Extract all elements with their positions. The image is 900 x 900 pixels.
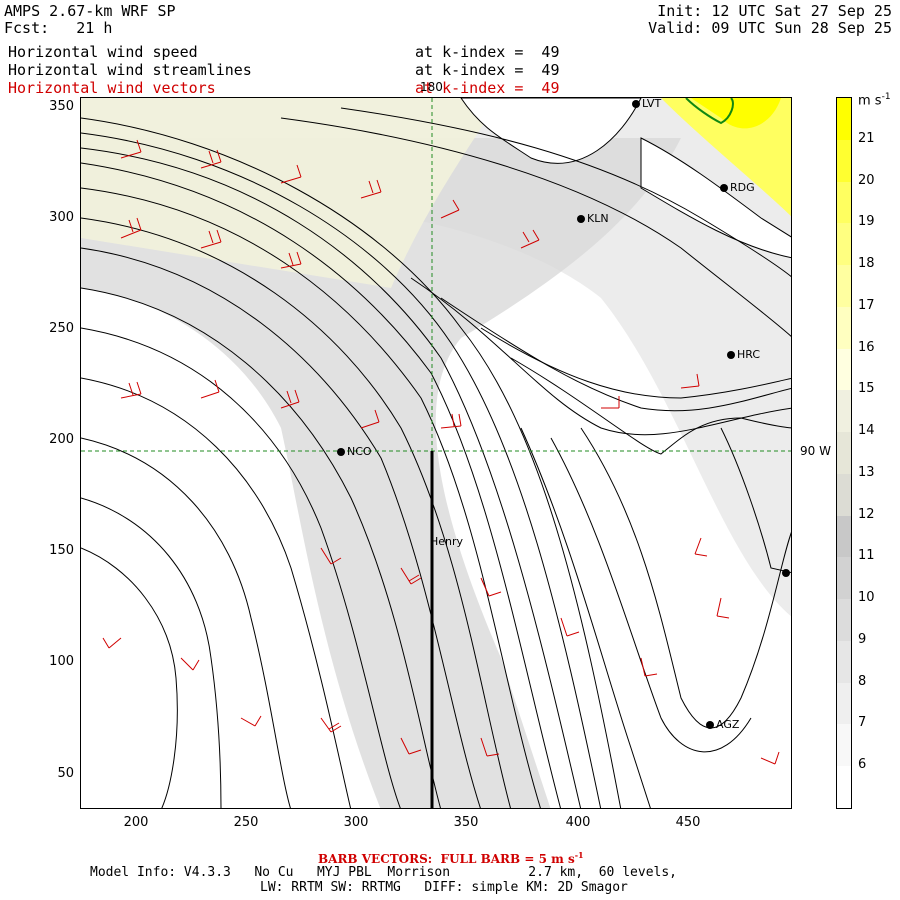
station-rdg: RDG <box>720 181 755 194</box>
land-patch-north <box>460 98 642 164</box>
x-tick-label: 350 <box>453 815 479 830</box>
coastline-green <box>685 98 734 125</box>
colorbar-segment <box>837 682 851 725</box>
colorbar-label: 16 <box>858 339 875 355</box>
colorbar-segment <box>837 139 851 182</box>
station-agz: AGZ <box>706 718 739 731</box>
station-marker-icon <box>577 215 585 223</box>
station-marker-icon <box>706 721 714 729</box>
y-tick-label: 350 <box>49 99 74 114</box>
colorbar-label: 10 <box>858 590 875 606</box>
station-nco: NCO <box>337 445 372 458</box>
colorbar-segment <box>837 306 851 350</box>
station-kln: KLN <box>577 212 609 225</box>
map-canvas <box>81 98 791 808</box>
station-marker-icon <box>632 100 640 108</box>
calm-center <box>81 418 311 808</box>
colorbar-label: 12 <box>858 506 875 522</box>
wind-barbs <box>102 139 780 765</box>
grid-label-lat: 90 W <box>800 444 831 458</box>
grid-label-lon: 180 <box>420 80 443 94</box>
station-henry: Henry <box>430 535 464 548</box>
colorbar-segment <box>837 348 851 391</box>
model-info: Model Info: V4.3.3 No Cu MYJ PBL Morriso… <box>90 865 677 880</box>
station-marker-icon <box>727 351 735 359</box>
station-marker-icon <box>720 184 728 192</box>
y-tick-label: 150 <box>49 543 74 558</box>
x-tick-label: 450 <box>675 815 701 830</box>
colorbar-label: 7 <box>858 715 867 731</box>
colorbar-label: 8 <box>858 673 867 689</box>
colorbar-segment <box>837 599 851 642</box>
x-tick-label: 300 <box>343 815 369 830</box>
colorbar-segment <box>837 766 851 809</box>
station-east-edge <box>782 566 792 579</box>
x-tick-label: 250 <box>233 815 259 830</box>
speed-band-max-core <box>691 98 781 129</box>
colorbar-label: 15 <box>858 381 875 397</box>
speed-band-strong <box>81 98 501 288</box>
forecast-hour: Fcst: 21 h <box>4 19 113 37</box>
colorbar-segment <box>837 515 851 558</box>
speed-band-mid <box>81 138 681 808</box>
colorbar-label: 17 <box>858 297 875 313</box>
colorbar-label: 9 <box>858 631 867 647</box>
colorbar-segment <box>837 265 851 308</box>
colorbar-segment <box>837 181 851 224</box>
colorbar <box>836 97 852 809</box>
colorbar-segment <box>837 640 851 684</box>
colorbar-label: 20 <box>858 172 875 188</box>
init-time: Init: 12 UTC Sat 27 Sep 25 <box>657 2 892 20</box>
y-tick-label: 100 <box>49 654 74 669</box>
colorbar-segment <box>837 724 851 767</box>
colorbar-label: 13 <box>858 464 875 480</box>
y-tick-label: 200 <box>49 432 74 447</box>
colorbar-label: 18 <box>858 256 875 272</box>
colorbar-segment <box>837 473 851 517</box>
field-level-streamlines: at k-index = 49 <box>415 61 560 79</box>
speed-band-light <box>81 98 791 617</box>
speed-band-max <box>661 98 791 217</box>
x-tick-label: 400 <box>565 815 591 830</box>
colorbar-segment <box>837 557 851 600</box>
field-level-speed: at k-index = 49 <box>415 43 560 61</box>
colorbar-segment <box>837 432 851 475</box>
colorbar-label: 19 <box>858 214 875 230</box>
colorbar-segment <box>837 223 851 266</box>
field-name-streamlines: Horizontal wind streamlines <box>8 61 252 79</box>
y-tick-label: 250 <box>49 321 74 336</box>
station-lvt: LVT <box>632 97 661 110</box>
model-title: AMPS 2.67-km WRF SP <box>4 2 176 20</box>
land-patch-east <box>640 137 791 259</box>
station-hrc: HRC <box>727 348 760 361</box>
physics-info: LW: RRTM SW: RRTMG DIFF: simple KM: 2D S… <box>260 880 628 895</box>
colorbar-label: 6 <box>858 757 867 773</box>
colorbar-segment <box>837 390 851 433</box>
colorbar-segment <box>837 98 851 141</box>
station-marker-icon <box>337 448 345 456</box>
colorbar-label: 14 <box>858 423 875 439</box>
wind-map <box>80 97 792 809</box>
field-name-speed: Horizontal wind speed <box>8 43 198 61</box>
colorbar-label: 11 <box>858 548 875 564</box>
colorbar-unit: m s-1 <box>858 92 891 109</box>
barb-legend: BARB VECTORS: FULL BARB = 5 m s-1 <box>318 850 584 866</box>
field-level-vectors: at k-index = 49 <box>415 79 560 97</box>
streamlines <box>81 107 791 808</box>
y-tick-label: 50 <box>57 766 74 781</box>
colorbar-label: 21 <box>858 130 875 146</box>
station-marker-icon <box>782 569 790 577</box>
field-name-vectors: Horizontal wind vectors <box>8 79 216 97</box>
x-tick-label: 200 <box>123 815 149 830</box>
y-tick-label: 300 <box>49 210 74 225</box>
valid-time: Valid: 09 UTC Sun 28 Sep 25 <box>648 19 892 37</box>
